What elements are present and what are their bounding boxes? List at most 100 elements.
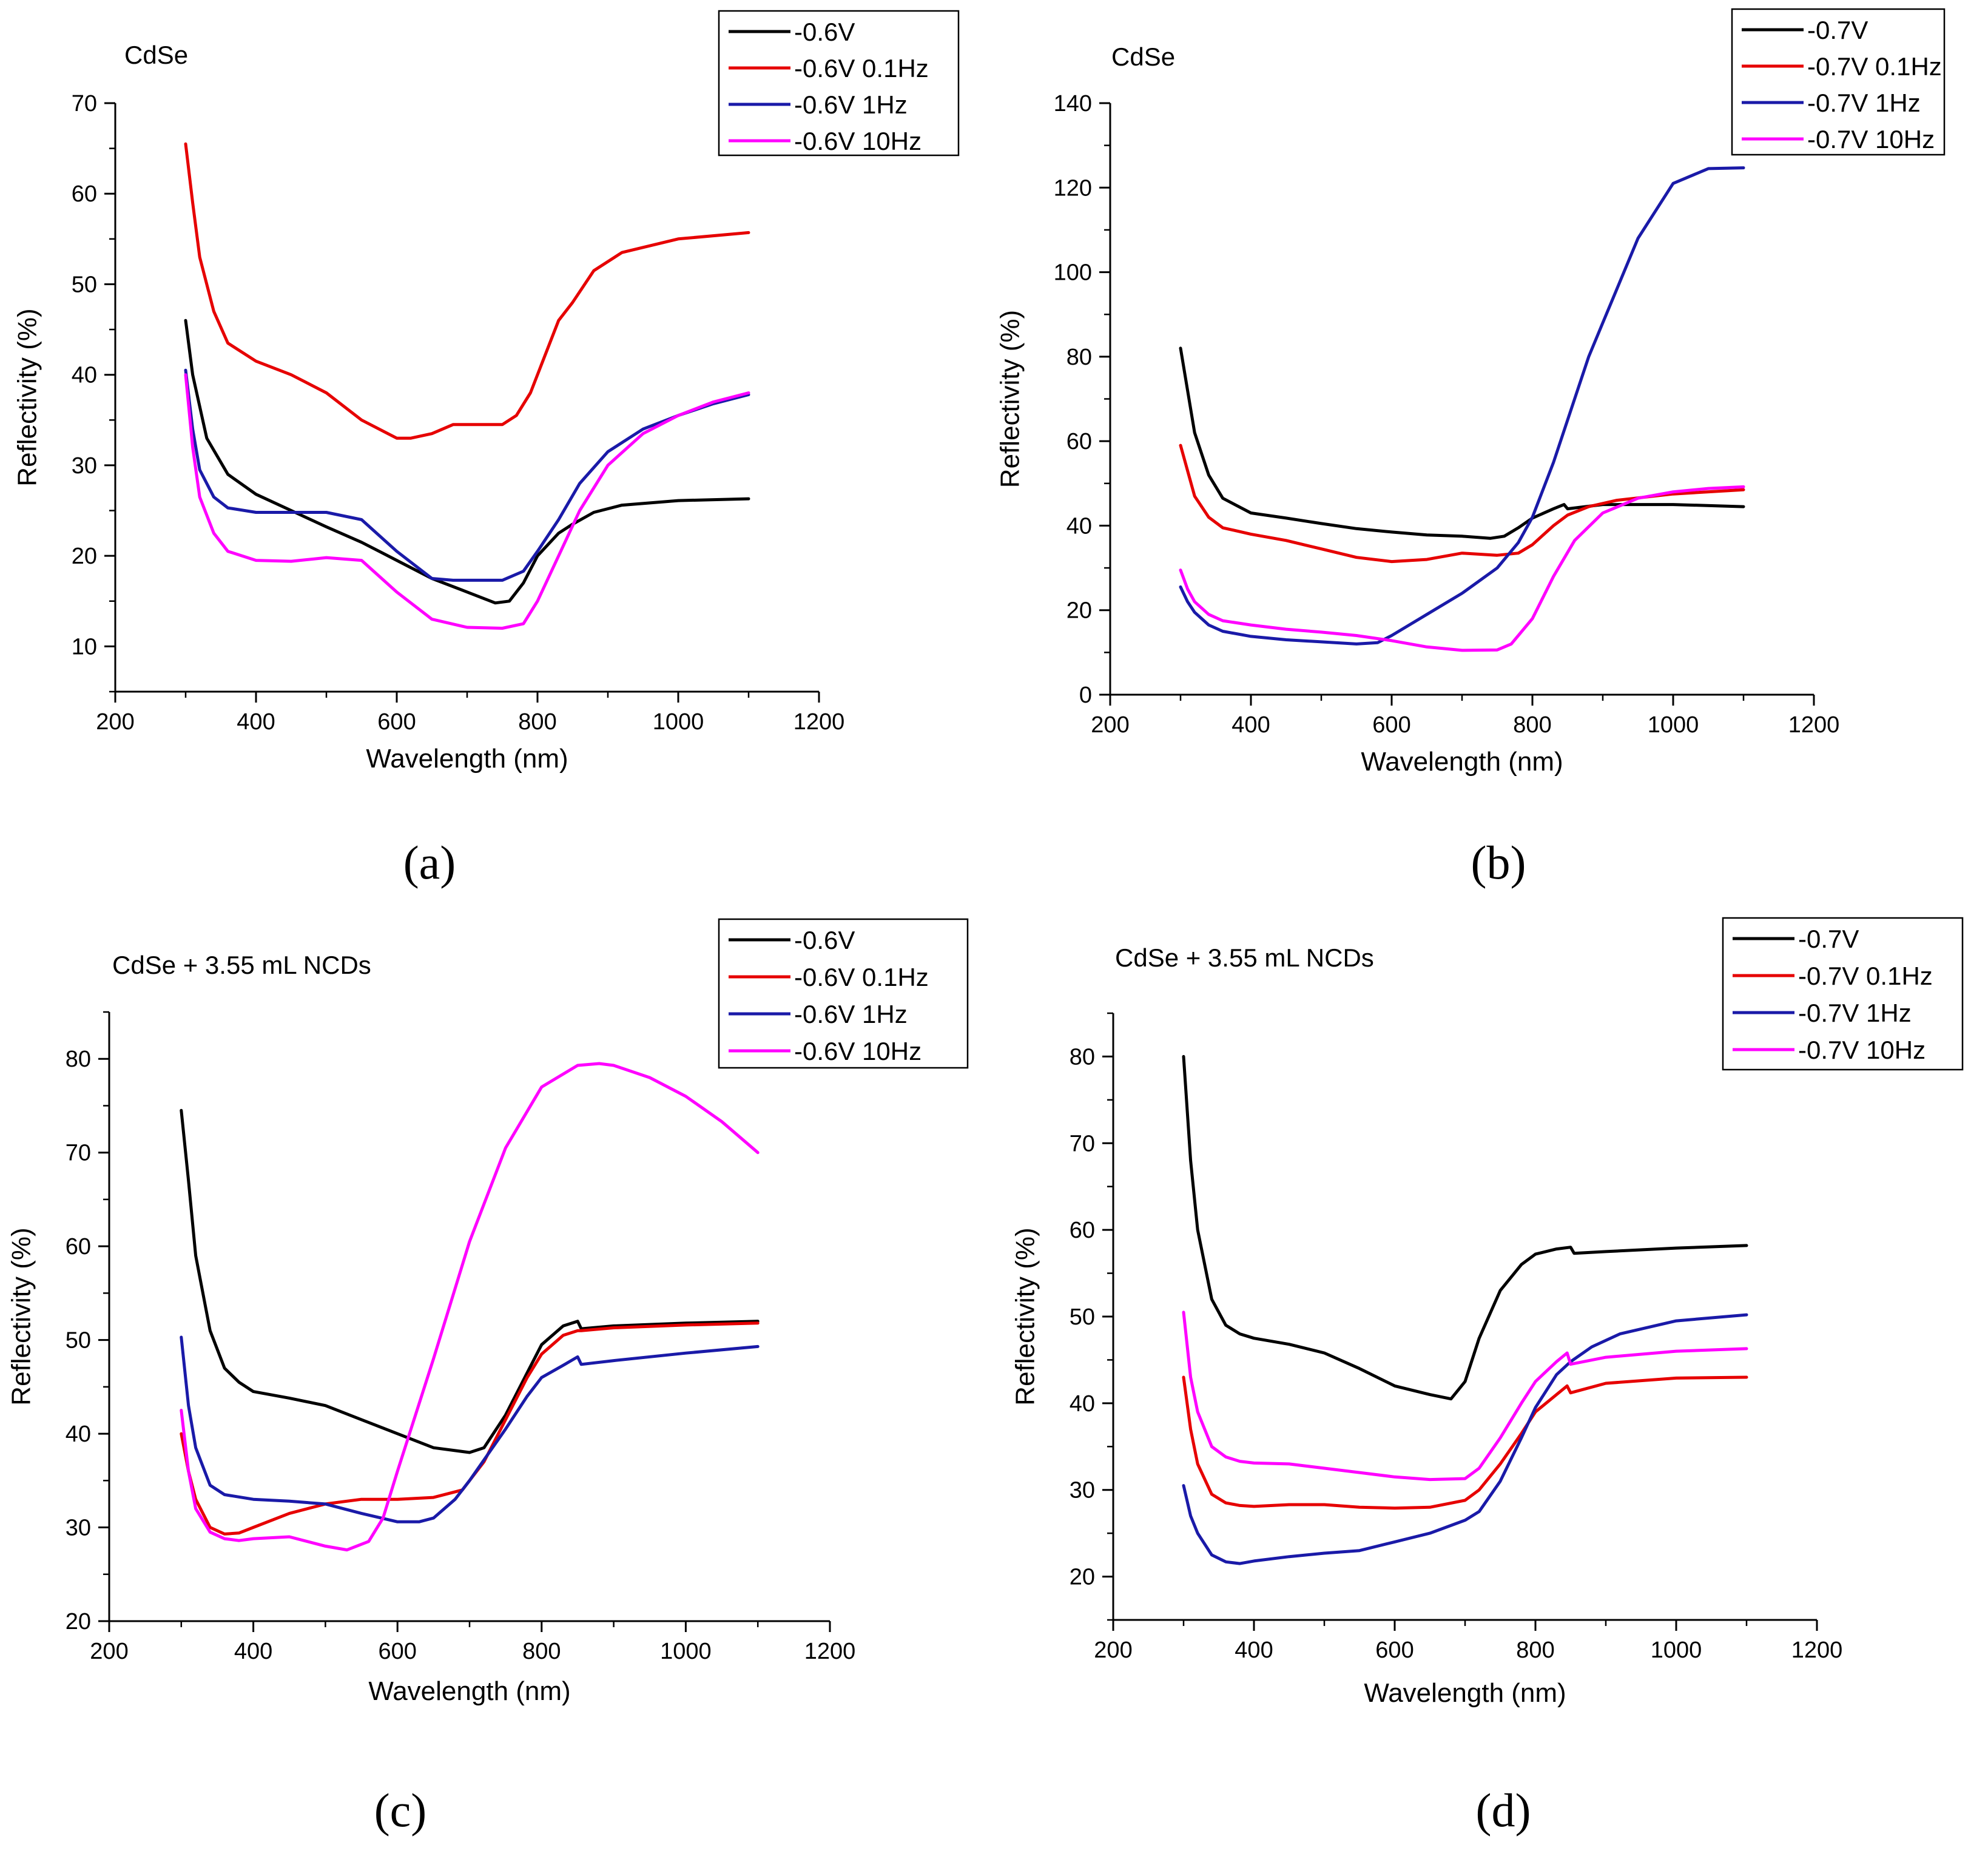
y-tick-label: 30 — [72, 453, 97, 479]
x-tick-label: 600 — [377, 709, 416, 735]
legend-label: -0.6V 0.1Hz — [794, 963, 929, 991]
y-tick-label: 80 — [1070, 1044, 1095, 1070]
legend-box — [1731, 8, 1946, 156]
y-tick-label: 30 — [66, 1516, 91, 1541]
y-tick-label: 100 — [1054, 260, 1092, 286]
legend-label: -0.7V 0.1Hz — [1798, 962, 1933, 990]
legend-box — [718, 918, 969, 1069]
series-line-0 — [184, 319, 750, 605]
legend-label: -0.6V 1Hz — [794, 90, 908, 119]
y-tick-label: 10 — [72, 634, 97, 659]
y-tick-label: 50 — [72, 272, 97, 297]
series-line-0 — [180, 1108, 760, 1454]
legend-box — [1722, 917, 1964, 1071]
y-tick-label: 30 — [1070, 1478, 1095, 1503]
x-tick-label: 400 — [237, 709, 275, 735]
series-line-2 — [184, 368, 750, 582]
x-tick-label: 1000 — [660, 1639, 712, 1664]
x-tick-label: 1200 — [804, 1639, 856, 1664]
y-tick-label: 40 — [1066, 513, 1092, 539]
x-tick-label: 400 — [1232, 712, 1270, 738]
legend-label: -0.7V 0.1Hz — [1807, 52, 1942, 81]
x-tick-label: 800 — [1516, 1638, 1554, 1663]
chart-panel-d: 200 400 600 800 1000 1200 20 30 40 50 60 70 80 Wavele… — [1011, 917, 1964, 1837]
x-tick-label: 600 — [378, 1639, 416, 1664]
x-tick-label: 400 — [234, 1639, 272, 1664]
x-tick-label: 200 — [1091, 712, 1129, 738]
y-tick-label: 80 — [1066, 345, 1092, 370]
y-tick-label: 70 — [72, 91, 97, 116]
y-tick-label: 60 — [66, 1234, 91, 1260]
y-axis-label: Reflectivity (%) — [996, 310, 1025, 488]
chart-panel-a: 200 400 600 800 1000 1200 10 20 30 40 50 60 70 Wavele… — [13, 10, 960, 889]
series-line-1 — [1179, 444, 1745, 564]
series-line-2 — [1179, 166, 1745, 646]
x-tick-label: 200 — [96, 709, 134, 735]
x-axis-label: Wavelength (nm) — [366, 744, 568, 774]
series-line-3 — [180, 1062, 760, 1552]
x-tick-label: 1000 — [1648, 712, 1699, 738]
series-line-1 — [1182, 1375, 1748, 1510]
x-tick-label: 1000 — [1651, 1638, 1702, 1663]
y-tick-label: 40 — [72, 363, 97, 388]
y-tick-label: 20 — [72, 544, 97, 569]
legend-label: -0.7V — [1807, 16, 1868, 44]
chart-panel-c: 200 400 600 800 1000 1200 20 30 40 50 60 70 80 Wavele… — [7, 918, 969, 1837]
x-tick-label: 600 — [1375, 1638, 1414, 1663]
series-line-1 — [180, 1321, 760, 1536]
legend-box — [718, 10, 960, 157]
panel-label: (b) — [1471, 836, 1526, 889]
x-tick-label: 800 — [1513, 712, 1551, 738]
legend-label: -0.7V 10Hz — [1807, 125, 1935, 153]
chart-annotation: CdSe — [1111, 42, 1175, 71]
x-tick-label: 400 — [1235, 1638, 1273, 1663]
y-tick-label: 60 — [1070, 1218, 1095, 1243]
x-axis-label: Wavelength (nm) — [368, 1676, 570, 1706]
y-axis-label: Reflectivity (%) — [1011, 1227, 1040, 1405]
y-tick-label: 140 — [1054, 91, 1092, 116]
y-tick-label: 120 — [1054, 175, 1092, 201]
series-line-2 — [1182, 1313, 1748, 1565]
x-tick-label: 1200 — [1791, 1638, 1843, 1663]
series-line-1 — [184, 142, 750, 440]
chart-annotation: CdSe + 3.55 mL NCDs — [1115, 943, 1374, 972]
y-axis-label: Reflectivity (%) — [7, 1227, 36, 1405]
legend-label: -0.7V 1Hz — [1807, 89, 1921, 117]
x-tick-label: 600 — [1372, 712, 1410, 738]
panel-label: (a) — [403, 836, 456, 889]
x-tick-label: 1200 — [794, 709, 845, 735]
series-line-3 — [184, 373, 750, 630]
x-axis-label: Wavelength (nm) — [1361, 747, 1563, 777]
y-tick-label: 60 — [72, 181, 97, 207]
legend-label: -0.6V 0.1Hz — [794, 54, 929, 83]
y-tick-label: 40 — [1070, 1391, 1095, 1417]
legend-label: -0.6V — [794, 18, 855, 46]
series-line-3 — [1179, 485, 1745, 652]
y-tick-label: 60 — [1066, 429, 1092, 454]
legend-label: -0.6V 10Hz — [794, 1037, 922, 1065]
series-line-2 — [180, 1335, 760, 1523]
panel-label: (c) — [374, 1784, 427, 1837]
y-tick-label: 20 — [1066, 598, 1092, 624]
series-line-3 — [1182, 1310, 1748, 1482]
x-tick-label: 200 — [90, 1639, 128, 1664]
x-tick-label: 1200 — [1788, 712, 1840, 738]
y-tick-label: 40 — [66, 1422, 91, 1447]
x-tick-label: 800 — [518, 709, 556, 735]
legend-label: -0.6V 1Hz — [794, 1000, 908, 1028]
legend-label: -0.7V — [1798, 925, 1859, 953]
y-tick-label: 80 — [66, 1047, 91, 1072]
y-tick-label: 0 — [1079, 683, 1092, 708]
series-line-0 — [1179, 346, 1745, 540]
chart-annotation: CdSe — [124, 41, 188, 69]
panel-label: (d) — [1476, 1784, 1531, 1837]
y-tick-label: 50 — [66, 1328, 91, 1354]
legend-label: -0.6V 10Hz — [794, 127, 922, 155]
x-axis-label: Wavelength (nm) — [1364, 1678, 1566, 1708]
x-tick-label: 1000 — [653, 709, 704, 735]
legend-label: -0.7V 1Hz — [1798, 999, 1912, 1027]
chart-panel-b: 200 400 600 800 1000 1200 0 20 40 60 80 100 120 140 Wa… — [996, 8, 1946, 889]
x-tick-label: 800 — [522, 1639, 561, 1664]
legend-label: -0.7V 10Hz — [1798, 1036, 1926, 1064]
